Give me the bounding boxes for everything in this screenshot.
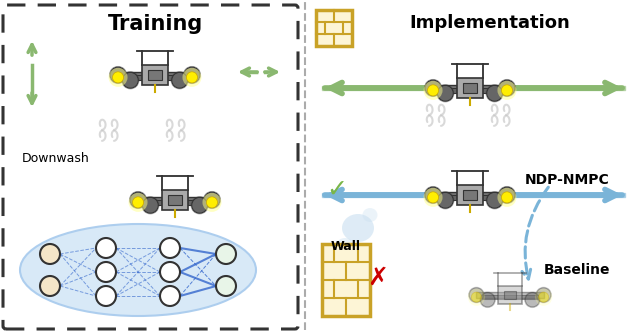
- Circle shape: [160, 238, 180, 258]
- Circle shape: [425, 187, 441, 203]
- Bar: [148, 70, 161, 80]
- Circle shape: [96, 286, 116, 306]
- Text: ✓: ✓: [327, 178, 347, 202]
- Bar: [439, 89, 501, 93]
- Circle shape: [130, 192, 146, 208]
- FancyBboxPatch shape: [498, 286, 522, 304]
- Circle shape: [499, 80, 515, 96]
- Ellipse shape: [335, 238, 355, 258]
- Circle shape: [129, 193, 148, 212]
- Circle shape: [423, 81, 443, 100]
- Circle shape: [96, 238, 116, 258]
- Circle shape: [187, 72, 197, 83]
- Circle shape: [204, 192, 220, 208]
- Circle shape: [428, 192, 438, 203]
- Ellipse shape: [20, 224, 256, 316]
- Circle shape: [192, 197, 208, 213]
- Circle shape: [122, 72, 138, 88]
- Bar: [463, 83, 477, 93]
- Text: Implementation: Implementation: [409, 14, 570, 32]
- Circle shape: [438, 192, 453, 208]
- Circle shape: [535, 289, 552, 306]
- Text: Wall: Wall: [331, 240, 361, 253]
- Circle shape: [184, 67, 200, 83]
- Circle shape: [40, 276, 60, 296]
- Circle shape: [202, 193, 222, 212]
- Circle shape: [171, 72, 188, 88]
- Circle shape: [468, 289, 485, 306]
- Bar: [117, 72, 192, 78]
- Bar: [439, 195, 501, 200]
- Circle shape: [109, 68, 127, 87]
- Circle shape: [183, 68, 202, 87]
- Ellipse shape: [342, 214, 374, 242]
- Text: Training: Training: [107, 14, 203, 34]
- FancyBboxPatch shape: [457, 78, 483, 98]
- Bar: [433, 192, 507, 198]
- Circle shape: [438, 86, 453, 101]
- Circle shape: [480, 293, 495, 307]
- Circle shape: [501, 85, 512, 96]
- Circle shape: [487, 86, 502, 101]
- Circle shape: [216, 276, 236, 296]
- Circle shape: [40, 244, 60, 264]
- Circle shape: [472, 292, 482, 302]
- Ellipse shape: [362, 208, 377, 222]
- Bar: [168, 195, 181, 205]
- Circle shape: [425, 80, 441, 96]
- Text: ✗: ✗: [367, 266, 389, 290]
- Bar: [144, 200, 206, 205]
- Bar: [482, 295, 538, 299]
- Bar: [316, 10, 352, 46]
- Bar: [476, 292, 544, 298]
- Circle shape: [207, 197, 217, 208]
- Circle shape: [469, 288, 484, 302]
- Text: Baseline: Baseline: [543, 263, 610, 277]
- Text: Downwash: Downwash: [22, 152, 90, 165]
- Bar: [138, 197, 212, 203]
- Bar: [433, 85, 507, 91]
- Circle shape: [539, 292, 549, 302]
- Circle shape: [536, 288, 551, 302]
- FancyBboxPatch shape: [162, 190, 188, 210]
- Circle shape: [110, 67, 126, 83]
- Circle shape: [112, 72, 124, 83]
- Bar: [463, 190, 477, 200]
- FancyBboxPatch shape: [457, 185, 483, 205]
- Circle shape: [143, 197, 158, 213]
- Bar: [504, 291, 516, 299]
- Circle shape: [497, 81, 516, 100]
- Circle shape: [487, 192, 502, 208]
- FancyBboxPatch shape: [142, 65, 168, 85]
- Circle shape: [133, 197, 144, 208]
- Text: NDP-NMPC: NDP-NMPC: [525, 173, 610, 187]
- Circle shape: [428, 85, 438, 96]
- Bar: [322, 244, 370, 316]
- Circle shape: [501, 192, 512, 203]
- Bar: [124, 75, 186, 80]
- Circle shape: [525, 293, 539, 307]
- Circle shape: [96, 262, 116, 282]
- Circle shape: [216, 244, 236, 264]
- Circle shape: [160, 286, 180, 306]
- Circle shape: [160, 262, 180, 282]
- Circle shape: [497, 188, 516, 207]
- Circle shape: [499, 187, 515, 203]
- Circle shape: [423, 188, 443, 207]
